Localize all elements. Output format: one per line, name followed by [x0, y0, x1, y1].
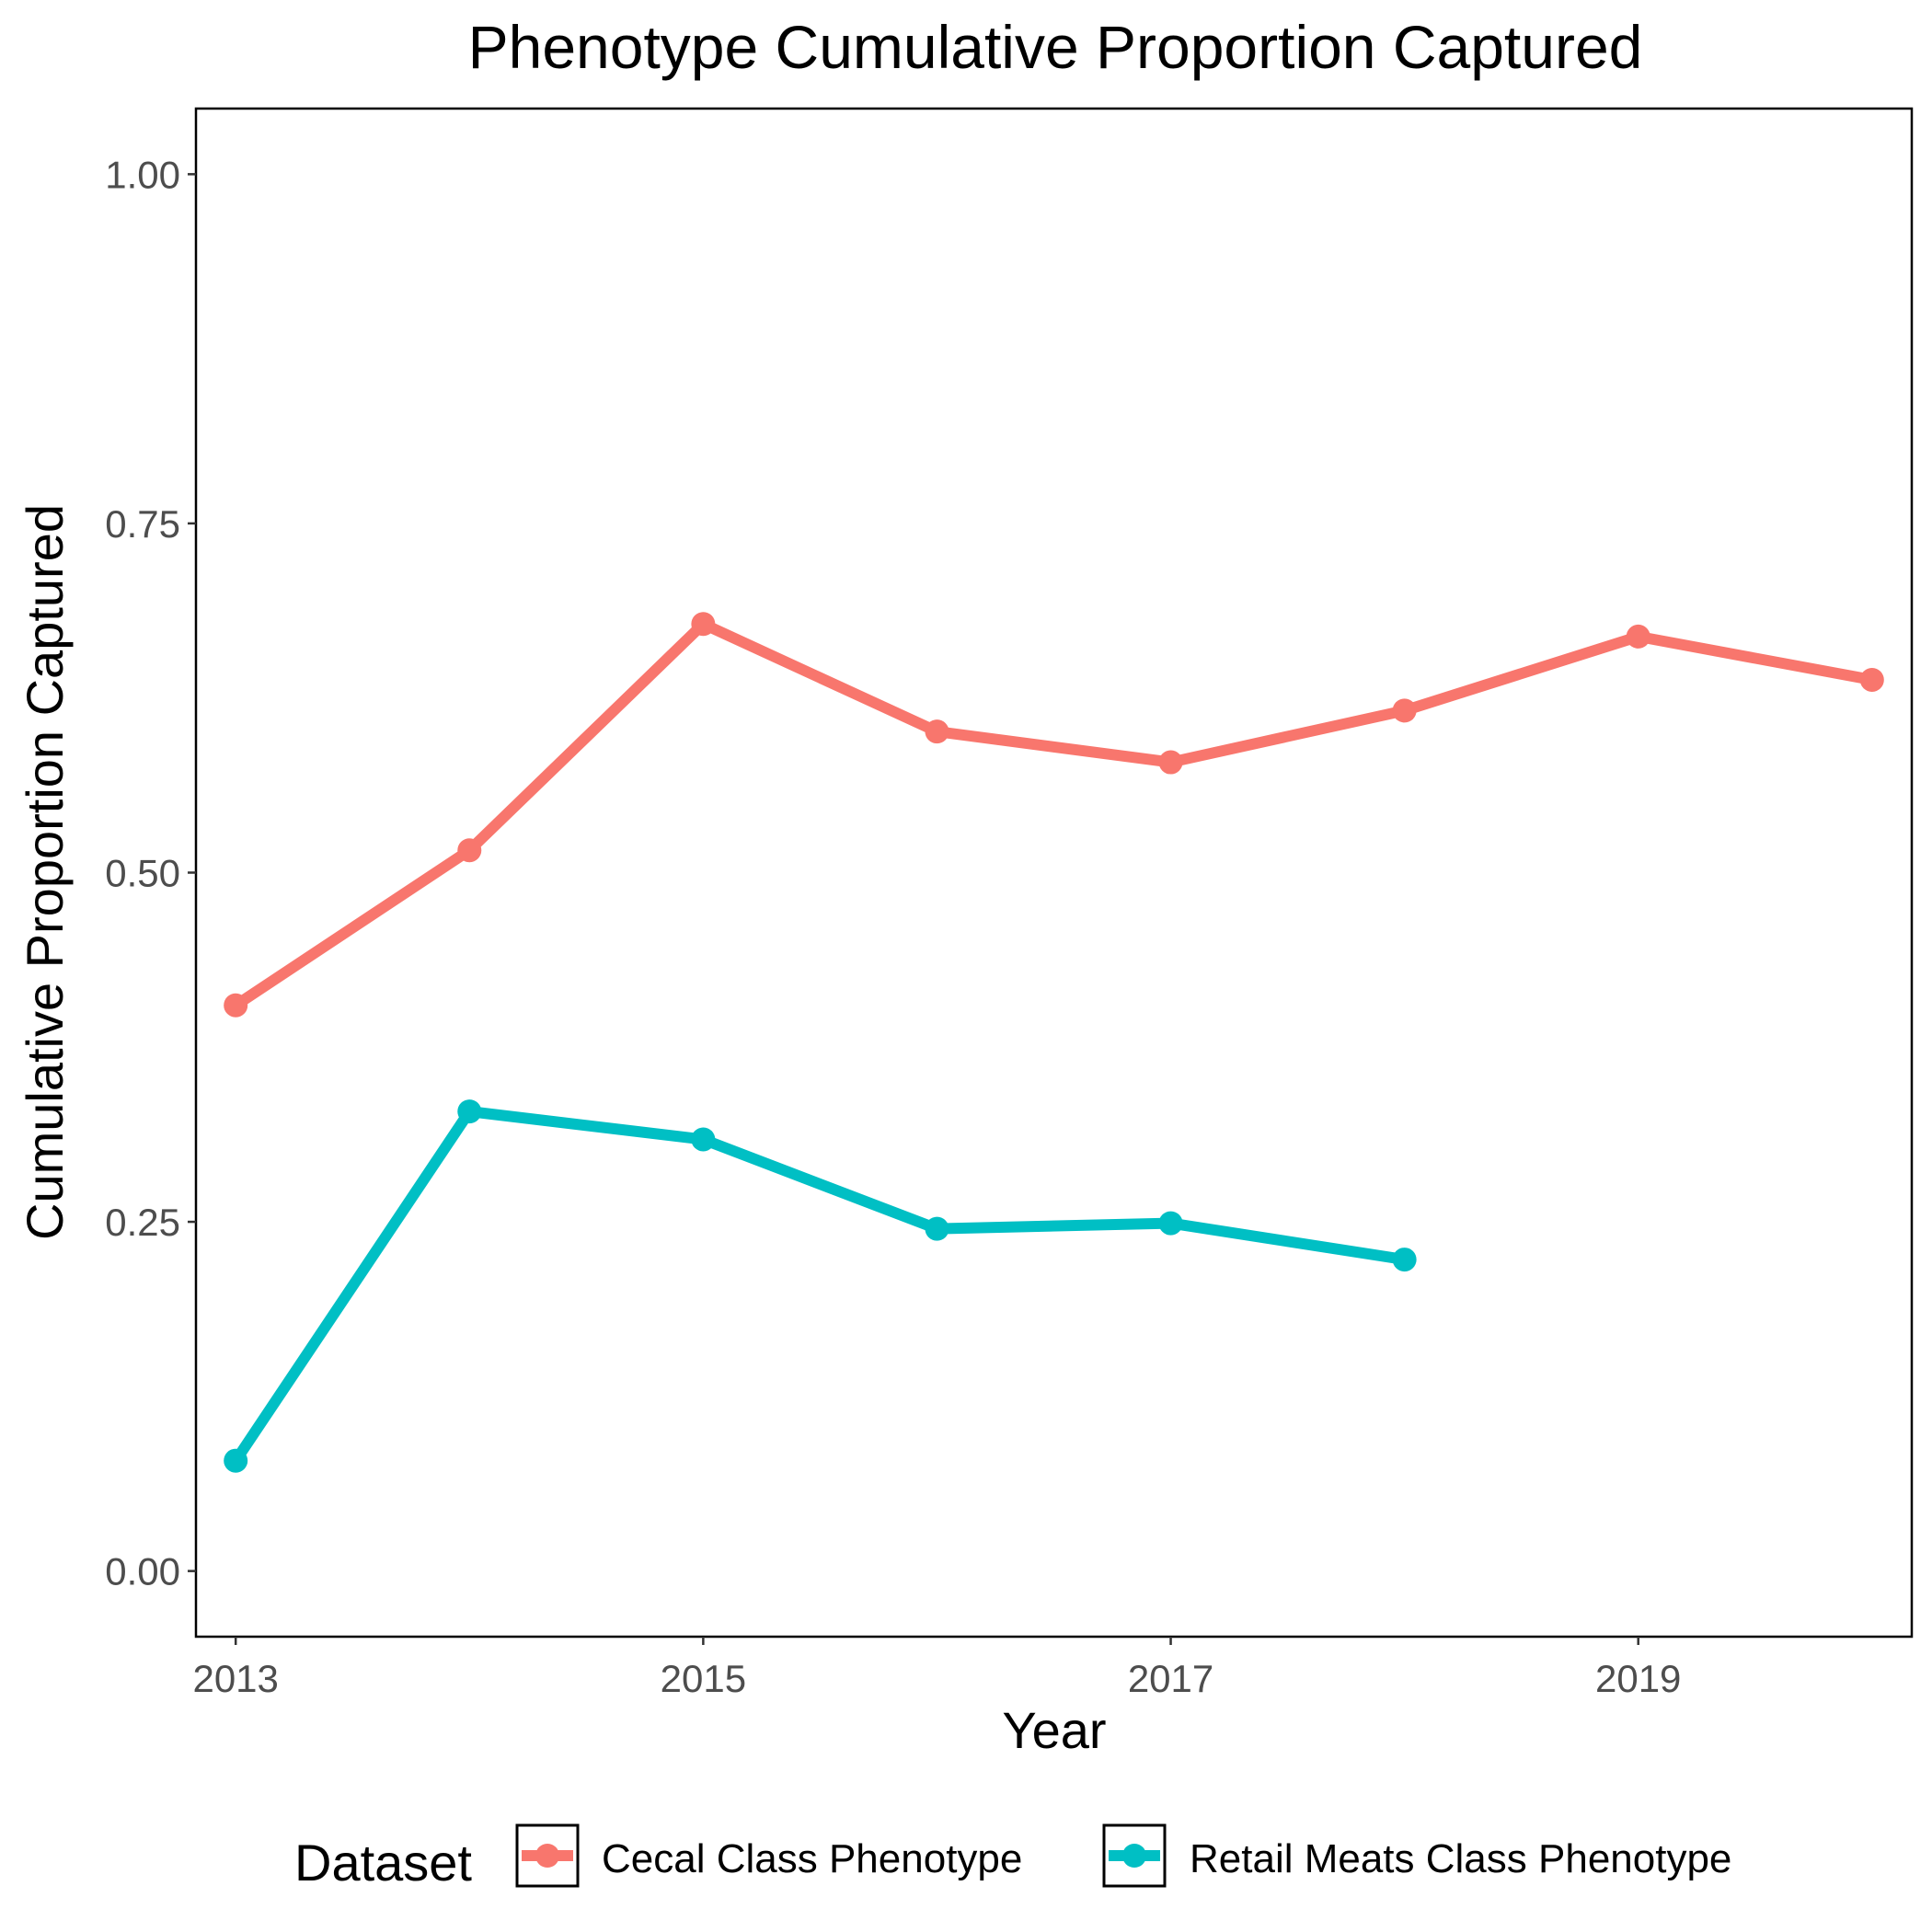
y-tick-label: 0.75	[105, 502, 180, 546]
series-line	[231, 1106, 1406, 1465]
series-0	[224, 612, 1884, 1018]
legend-label-retail-meats: Retail Meats Class Phenotype	[1190, 1836, 1731, 1881]
legend-item-cecal: Cecal Class Phenotype	[515, 1823, 1022, 1888]
x-tick-label: 2019	[1595, 1657, 1681, 1700]
y-tick-label: 0.50	[105, 852, 180, 895]
data-point	[1392, 698, 1417, 723]
x-axis-title: Year	[1002, 1701, 1106, 1759]
data-point	[691, 612, 716, 637]
data-point	[1392, 1248, 1417, 1272]
y-tick-label: 0.00	[105, 1550, 180, 1593]
y-axis-title: Cumulative Proportion Captured	[16, 504, 74, 1240]
data-point	[691, 1127, 716, 1152]
x-axis: 2013 2015 2017 2019	[192, 1637, 1681, 1700]
data-point	[457, 838, 482, 863]
y-axis: 0.00 0.25 0.50 0.75 1.00	[105, 153, 196, 1593]
data-point	[1158, 750, 1183, 775]
x-tick-label: 2015	[661, 1657, 746, 1700]
legend-item-retail-meats: Retail Meats Class Phenotype	[1102, 1823, 1731, 1888]
y-tick-label: 0.25	[105, 1201, 180, 1244]
data-point	[925, 1216, 949, 1241]
y-tick-label: 1.00	[105, 153, 180, 196]
series-1	[224, 1099, 1417, 1473]
x-tick-label: 2017	[1128, 1657, 1213, 1700]
series-line	[232, 618, 1873, 1010]
legend-label-cecal: Cecal Class Phenotype	[602, 1836, 1022, 1881]
x-tick-label: 2013	[192, 1657, 278, 1700]
data-point	[1626, 624, 1650, 649]
data-point	[457, 1099, 482, 1124]
chart-title: Phenotype Cumulative Proportion Captured	[468, 13, 1643, 81]
legend-key-point-cecal	[535, 1844, 559, 1868]
data-point	[1859, 667, 1884, 692]
data-point	[1158, 1211, 1183, 1236]
data-point	[224, 993, 248, 1018]
plot-panel	[194, 107, 1914, 1639]
legend: Dataset Cecal Class Phenotype Retail Mea…	[294, 1823, 1731, 1892]
legend-title: Dataset	[294, 1834, 472, 1892]
series-layer	[224, 612, 1884, 1473]
data-point	[925, 719, 949, 744]
data-point	[224, 1448, 248, 1473]
legend-key-point-retail-meats	[1122, 1844, 1146, 1868]
